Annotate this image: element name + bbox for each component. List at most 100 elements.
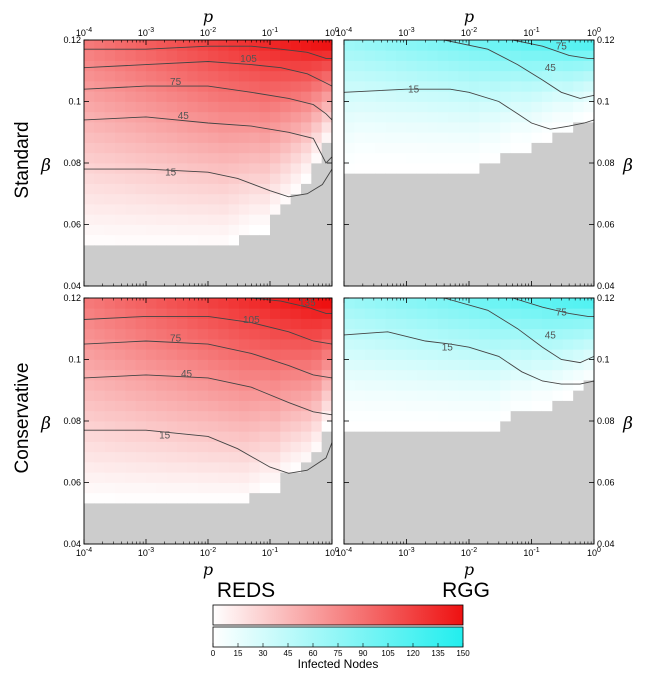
heatmap-cell — [562, 380, 574, 391]
heatmap-cell — [146, 122, 157, 133]
heatmap-cell — [541, 142, 553, 154]
heatmap-cell — [218, 339, 230, 350]
heatmap-cell — [125, 390, 137, 401]
heatmap-cell — [270, 421, 281, 432]
heatmap-cell — [354, 390, 366, 401]
heatmap-cell — [208, 70, 219, 82]
heatmap-cell — [166, 152, 178, 164]
heatmap-cell — [364, 349, 376, 360]
heatmap-cell — [208, 390, 219, 401]
heatmap-cell — [489, 224, 501, 236]
heatmap-cell — [489, 349, 501, 360]
heatmap-cell — [364, 152, 376, 164]
heatmap-cell — [218, 265, 230, 277]
heatmap-cell — [573, 339, 584, 350]
heatmap-cell — [354, 523, 366, 535]
heatmap-cell — [208, 81, 219, 92]
heatmap-cell — [239, 431, 250, 442]
heatmap-cell — [364, 275, 376, 287]
heatmap-cell — [311, 390, 323, 401]
heatmap-cell — [427, 298, 439, 309]
heatmap-cell — [479, 441, 491, 453]
heatmap-cell — [228, 111, 240, 123]
heatmap-cell — [290, 91, 302, 102]
heatmap-cell — [84, 40, 95, 51]
heatmap-cell — [521, 91, 532, 102]
heatmap-cell — [166, 245, 178, 256]
heatmap-cell — [84, 482, 95, 494]
heatmap-cell — [146, 204, 157, 215]
heatmap-cell — [531, 152, 543, 164]
heatmap-cell — [228, 132, 240, 143]
heatmap-cell — [396, 462, 407, 473]
heatmap-cell — [562, 441, 574, 453]
heatmap-cell — [104, 431, 116, 442]
heatmap-cell — [458, 482, 470, 494]
heatmap-cell — [301, 255, 312, 266]
heatmap-cell — [552, 163, 564, 174]
heatmap-cell — [94, 410, 106, 422]
heatmap-cell — [416, 472, 428, 483]
heatmap-cell — [146, 328, 157, 340]
heatmap-cell — [583, 380, 595, 391]
heatmap-cell — [489, 163, 501, 174]
heatmap-cell — [583, 111, 595, 123]
heatmap-cell — [416, 533, 428, 545]
heatmap-cell — [354, 380, 366, 391]
heatmap-cell — [259, 101, 271, 113]
heatmap-cell — [166, 308, 178, 319]
heatmap-cell — [500, 91, 512, 102]
heatmap-cell — [562, 472, 574, 483]
heatmap-cell — [479, 410, 491, 422]
heatmap-cell — [208, 132, 219, 143]
heatmap-cell — [385, 421, 397, 432]
heatmap-cell — [84, 214, 95, 225]
heatmap-cell — [448, 173, 459, 184]
heatmap-cell — [290, 431, 302, 442]
heatmap-cell — [125, 122, 137, 133]
heatmap-cell — [311, 183, 323, 195]
heatmap-cell — [249, 204, 261, 215]
heatmap-cell — [280, 533, 292, 545]
heatmap-cell — [197, 503, 209, 514]
heatmap-cell — [228, 451, 240, 463]
heatmap-cell — [375, 50, 387, 61]
heatmap-cell — [249, 60, 261, 72]
heatmap-cell — [84, 298, 95, 309]
heatmap-cell — [375, 492, 387, 504]
heatmap-cell — [458, 101, 470, 113]
heatmap-cell — [458, 410, 470, 422]
heatmap-cell — [197, 275, 209, 287]
heatmap-cell — [385, 318, 397, 330]
heatmap-cell — [218, 81, 230, 92]
heatmap-cell — [344, 50, 355, 61]
heatmap-cell — [500, 328, 512, 340]
heatmap-cell — [187, 390, 199, 401]
heatmap-cell — [218, 523, 230, 535]
heatmap-cell — [541, 40, 553, 51]
heatmap-cell — [177, 431, 188, 442]
x-tick-label: 10-4 — [336, 27, 352, 38]
heatmap-cell — [290, 410, 302, 422]
heatmap-cell — [135, 339, 147, 350]
heatmap-cell — [344, 193, 355, 205]
heatmap-cell — [469, 234, 480, 246]
heatmap-cell — [166, 122, 178, 133]
heatmap-cell — [239, 183, 250, 195]
heatmap-cell — [541, 380, 553, 391]
heatmap-cell — [521, 513, 532, 524]
heatmap-cell — [448, 380, 459, 391]
heatmap-cell — [364, 482, 376, 494]
heatmap-cell — [500, 111, 512, 123]
heatmap-cell — [416, 359, 428, 371]
heatmap-cell — [290, 482, 302, 494]
heatmap-cell — [437, 369, 449, 381]
heatmap-cell — [270, 204, 281, 215]
heatmap-cell — [448, 255, 459, 266]
heatmap-cell — [448, 245, 459, 256]
heatmap-cell — [573, 132, 584, 143]
heatmap-cell — [375, 380, 387, 391]
heatmap-cell — [239, 328, 250, 340]
heatmap-cell — [104, 183, 116, 195]
colorbar-tick-label: 60 — [309, 649, 318, 658]
